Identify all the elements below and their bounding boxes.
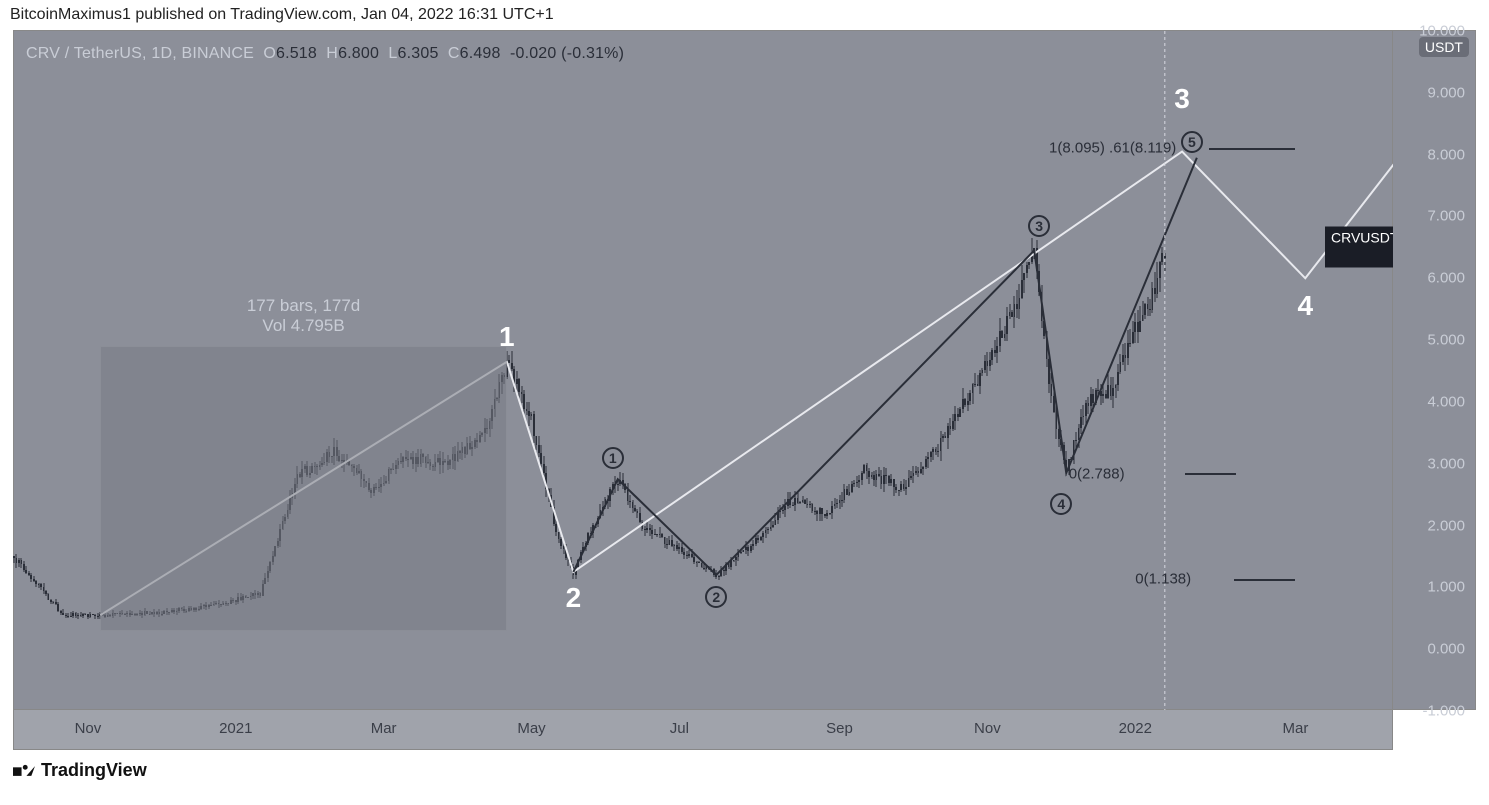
tv-logo-icon — [13, 762, 35, 780]
y-tick: 8.000 — [1427, 146, 1465, 163]
wave-label-minor: 4 — [1050, 493, 1072, 515]
range-box — [100, 346, 507, 630]
fib-level-line — [1234, 579, 1296, 581]
range-box-label: 177 bars, 177dVol 4.795B — [204, 296, 404, 336]
ohlc-row: CRV / TetherUS, 1D, BINANCE O6.518 H6.80… — [26, 45, 624, 63]
x-tick: Mar — [1283, 720, 1309, 737]
wave-label-minor: 3 — [1028, 215, 1050, 237]
wave-label-minor: 2 — [705, 586, 727, 608]
x-tick: Sep — [826, 720, 853, 737]
quote-badge: USDT — [1419, 37, 1469, 57]
tradingview-logo: TradingView — [13, 760, 147, 781]
y-tick: 4.000 — [1427, 393, 1465, 410]
x-tick: Jul — [670, 720, 689, 737]
fib-label: 0(1.138) — [1135, 570, 1191, 587]
wave-label-major: 1 — [499, 321, 515, 353]
fib-label: 1(8.095) .61(8.119) — [1049, 140, 1176, 157]
wave-label-minor: 5 — [1181, 131, 1203, 153]
fib-level-line — [1209, 148, 1295, 150]
y-tick: 10.000 — [1419, 23, 1465, 40]
y-tick: -1.000 — [1422, 703, 1465, 720]
chart: CRV / TetherUS, 1D, BINANCE O6.518 H6.80… — [13, 30, 1476, 750]
y-tick: 2.000 — [1427, 517, 1465, 534]
wave-label-major: 2 — [566, 582, 582, 614]
wave-label-minor: 1 — [602, 447, 624, 469]
fib-level-line — [1185, 473, 1237, 475]
y-tick: 7.000 — [1427, 208, 1465, 225]
x-tick: May — [517, 720, 545, 737]
x-axis: Nov 2021 Mar May Jul Sep Nov 2022 Mar — [13, 710, 1393, 750]
y-tick: 5.000 — [1427, 332, 1465, 349]
y-tick: 9.000 — [1427, 84, 1465, 101]
y-tick: 1.000 — [1427, 579, 1465, 596]
wave-label-major: 3 — [1174, 83, 1190, 115]
x-tick: Nov — [75, 720, 102, 737]
plot-area[interactable]: CRV / TetherUS, 1D, BINANCE O6.518 H6.80… — [13, 30, 1393, 710]
x-tick: Mar — [371, 720, 397, 737]
y-tick: 0.000 — [1427, 641, 1465, 658]
y-tick: 3.000 — [1427, 455, 1465, 472]
y-axis: USDT 10.0009.0008.0007.0006.0005.0004.00… — [1393, 30, 1476, 710]
publish-line: BitcoinMaximus1 published on TradingView… — [10, 6, 554, 24]
fib-label: 0(2.788) — [1069, 466, 1125, 483]
x-tick: Nov — [974, 720, 1001, 737]
y-tick: 6.000 — [1427, 270, 1465, 287]
x-tick: 2021 — [219, 720, 252, 737]
author: BitcoinMaximus1 — [10, 6, 131, 23]
x-tick: 2022 — [1119, 720, 1152, 737]
wave-label-major: 4 — [1297, 290, 1313, 322]
